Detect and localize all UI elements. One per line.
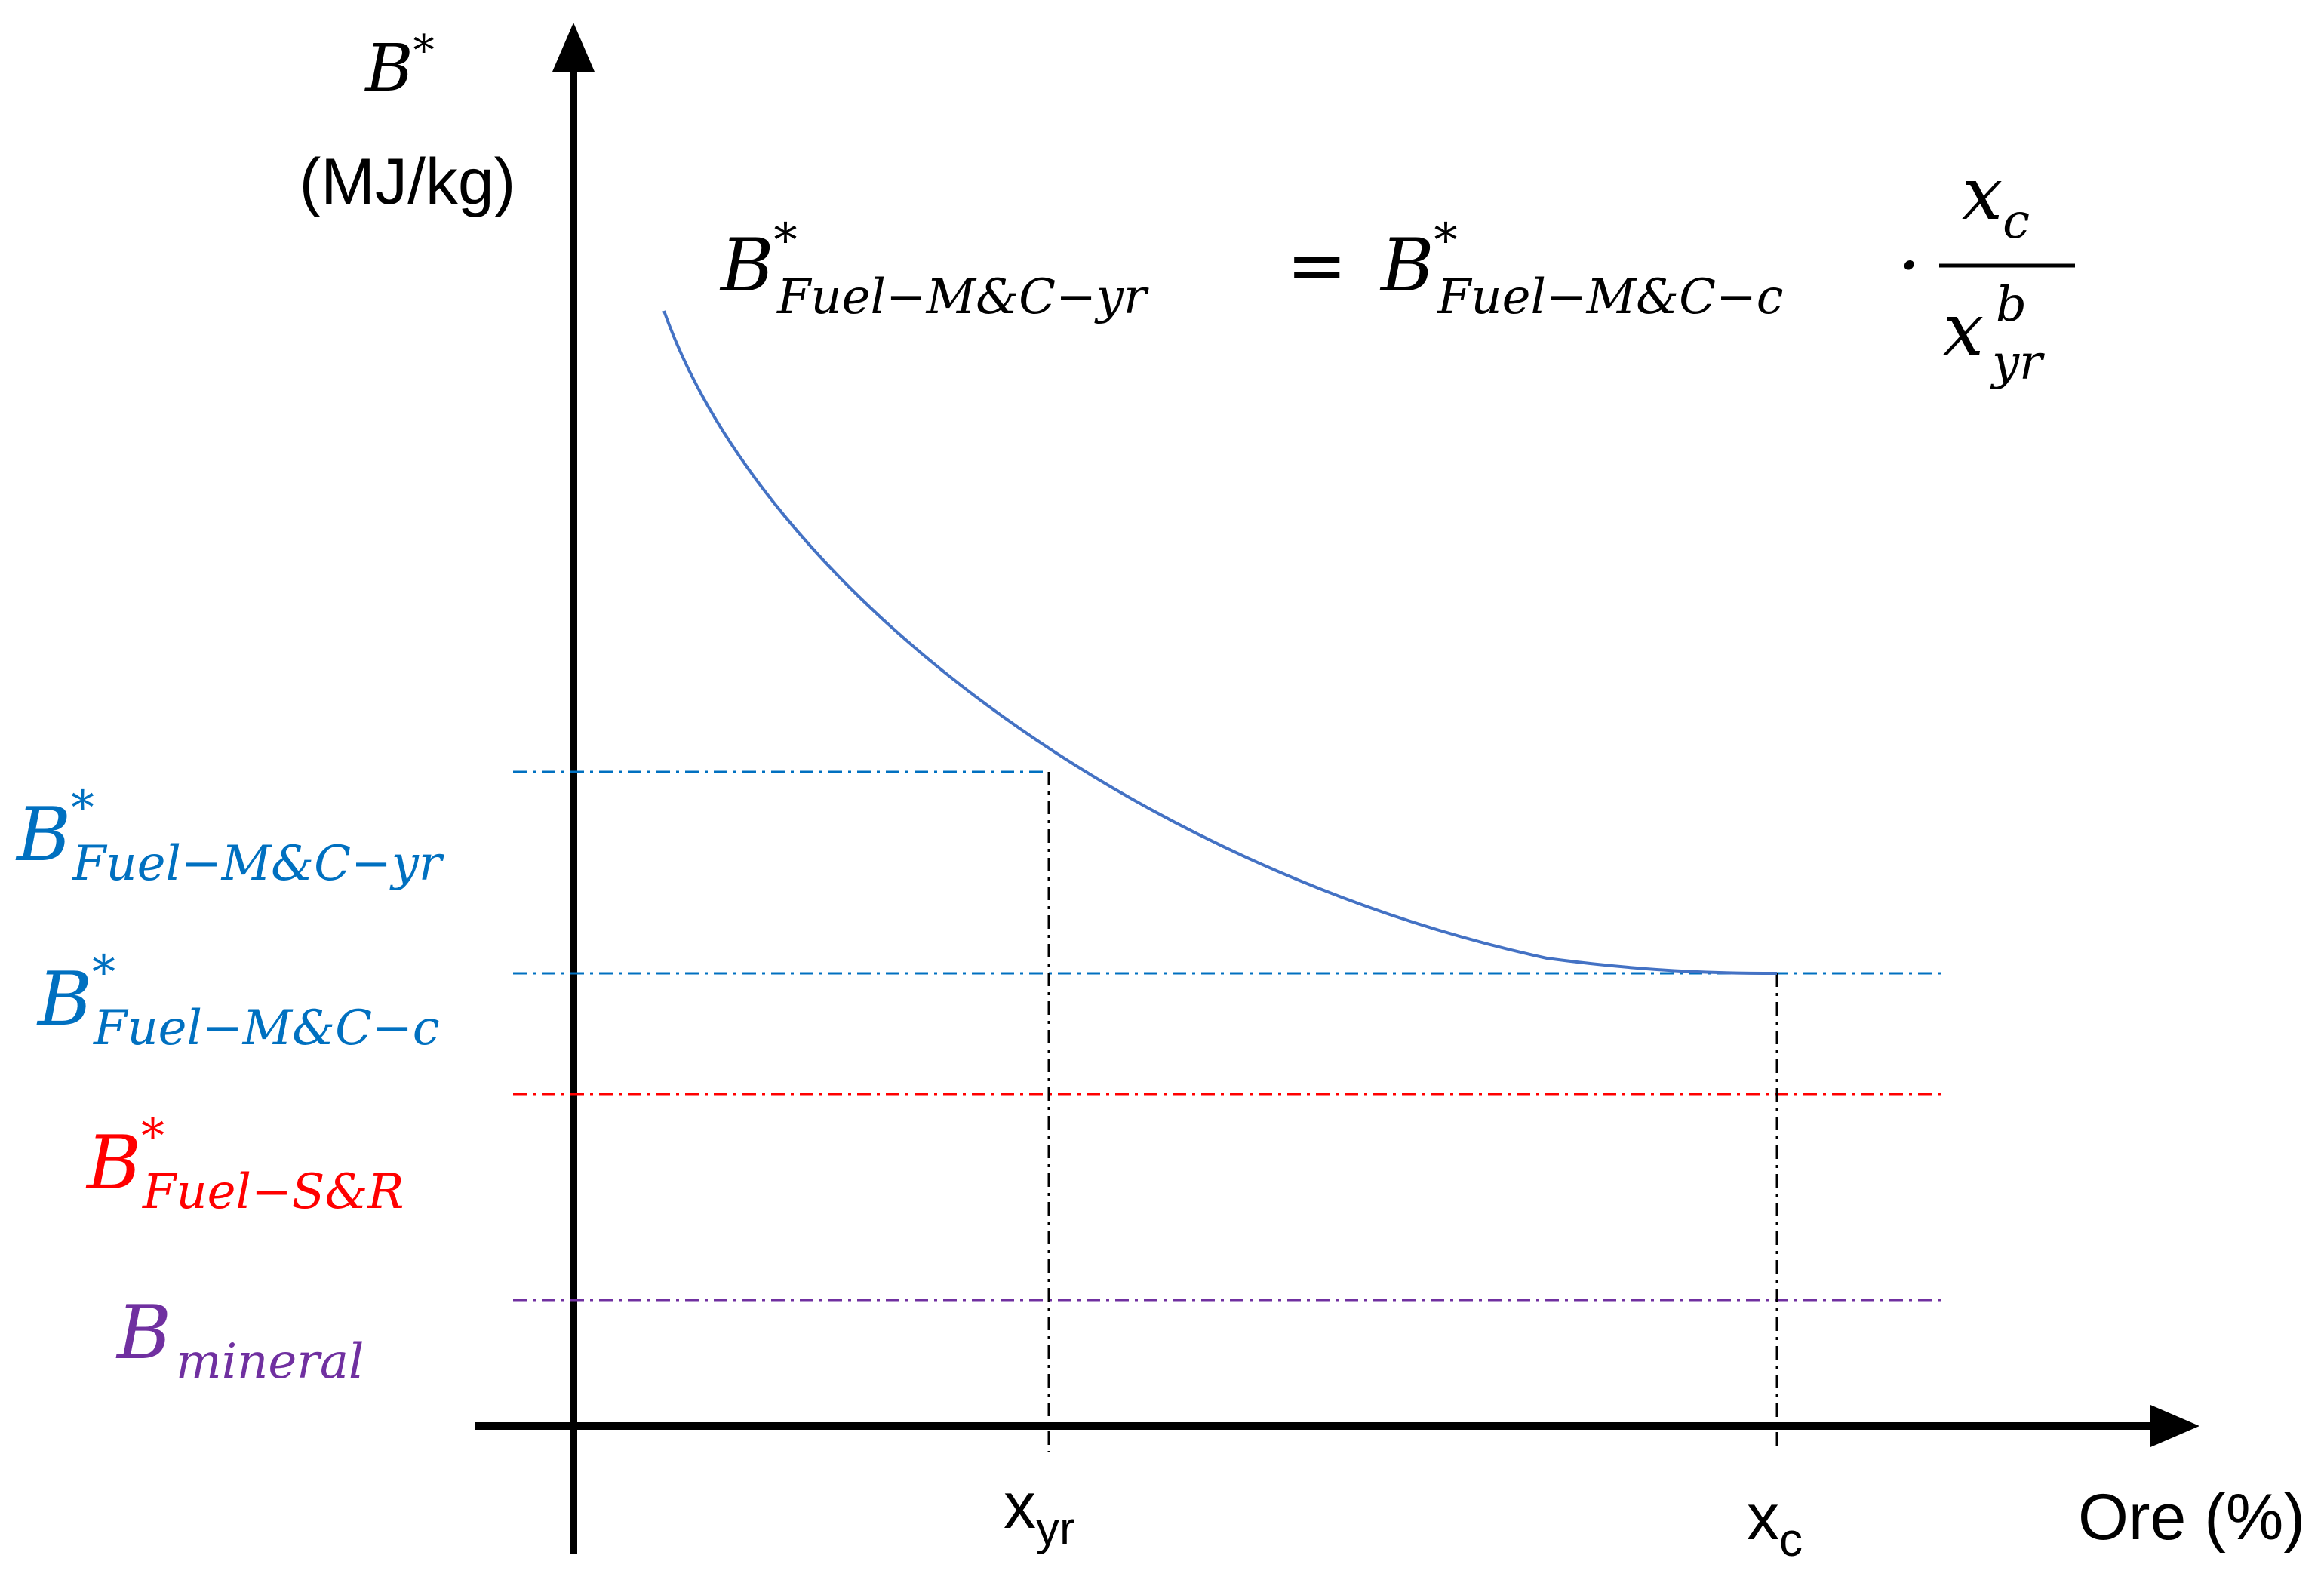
equation-denominator-sub: yr	[1990, 335, 2045, 391]
equation-numerator-base: x	[1962, 152, 2003, 236]
y-axis-unit: (MJ/kg)	[300, 146, 516, 218]
equation-lhs-sup: *	[774, 213, 798, 268]
svg-text:B*: B*	[36, 945, 115, 1043]
level-label-fuel-mc-c-symbol: B	[36, 957, 92, 1043]
level-label-fuel-mc-c-sup: *	[92, 945, 115, 1000]
equation: B* Fuel−M&C−yr = B* Fuel−M&C−c · xc x b …	[719, 152, 2075, 391]
y-axis-symbol: B	[364, 31, 413, 106]
level-label-fuel-sr-sub: Fuel−S&R	[142, 1164, 404, 1220]
y-axis-arrowhead	[552, 23, 595, 72]
axes	[475, 23, 2200, 1554]
level-labels: B* Fuel−M&C−yr B* Fuel−M&C−c B* Fuel−S&R…	[15, 780, 444, 1390]
level-label-fuel-mc-yr-sub: Fuel−M&C−yr	[72, 836, 444, 892]
level-label-fuel-mc-yr-symbol: B	[15, 792, 71, 878]
level-label-mineral: B mineral	[115, 1290, 364, 1390]
svg-text:B*: B*	[85, 1108, 164, 1206]
x-tick-c-base: x	[1747, 1481, 1779, 1554]
level-label-mineral-sub: mineral	[176, 1334, 364, 1390]
svg-text:xc: xc	[1962, 152, 2030, 250]
exergy-curve	[662, 310, 1778, 975]
svg-text:xyr: xyr	[1004, 1470, 1075, 1555]
x-axis-label: Ore (%)	[2078, 1481, 2305, 1554]
equation-rhs-sub: Fuel−M&C−c	[1437, 269, 1784, 325]
projection-lines	[1047, 772, 1778, 1452]
level-label-fuel-sr: B* Fuel−S&R	[85, 1108, 404, 1220]
x-tick-yr-sub: yr	[1036, 1503, 1075, 1555]
equation-denominator-base: x	[1943, 287, 1984, 372]
level-label-fuel-mc-yr-sup: *	[71, 780, 94, 835]
equation-lhs-sub: Fuel−M&C−yr	[776, 269, 1149, 325]
equation-numerator-sub: c	[2003, 194, 2030, 250]
y-axis-label: B* (MJ/kg)	[300, 26, 516, 218]
equation-rhs-sup: *	[1434, 213, 1458, 268]
level-label-fuel-mc-c: B* Fuel−M&C−c	[36, 945, 440, 1056]
svg-text:xc: xc	[1747, 1481, 1803, 1566]
level-label-fuel-mc-c-sub: Fuel−M&C−c	[93, 1000, 440, 1056]
x-axis-arrowhead	[2150, 1405, 2200, 1447]
equation-dot: ·	[1898, 223, 1921, 308]
y-axis-superscript: *	[413, 26, 435, 75]
x-tick-c-sub: c	[1779, 1514, 1803, 1566]
level-label-fuel-mc-yr: B* Fuel−M&C−yr	[15, 780, 444, 892]
svg-text:B*: B*	[1379, 213, 1458, 308]
equation-denominator-sup: b	[1996, 277, 2027, 333]
x-axis-labels: xyr xc Ore (%)	[1004, 1470, 2305, 1566]
level-label-fuel-sr-sup: *	[141, 1108, 164, 1163]
level-label-mineral-symbol: B	[115, 1290, 171, 1376]
level-label-fuel-sr-symbol: B	[85, 1120, 141, 1206]
equation-lhs-symbol: B	[719, 223, 774, 308]
x-tick-yr-base: x	[1004, 1470, 1036, 1542]
equation-rhs-symbol: B	[1379, 223, 1434, 308]
equation-equals: =	[1286, 223, 1347, 308]
svg-text:B*: B*	[15, 780, 94, 878]
svg-text:B*: B*	[719, 213, 798, 308]
level-lines	[513, 770, 1943, 1302]
svg-text:B*: B*	[364, 26, 434, 106]
